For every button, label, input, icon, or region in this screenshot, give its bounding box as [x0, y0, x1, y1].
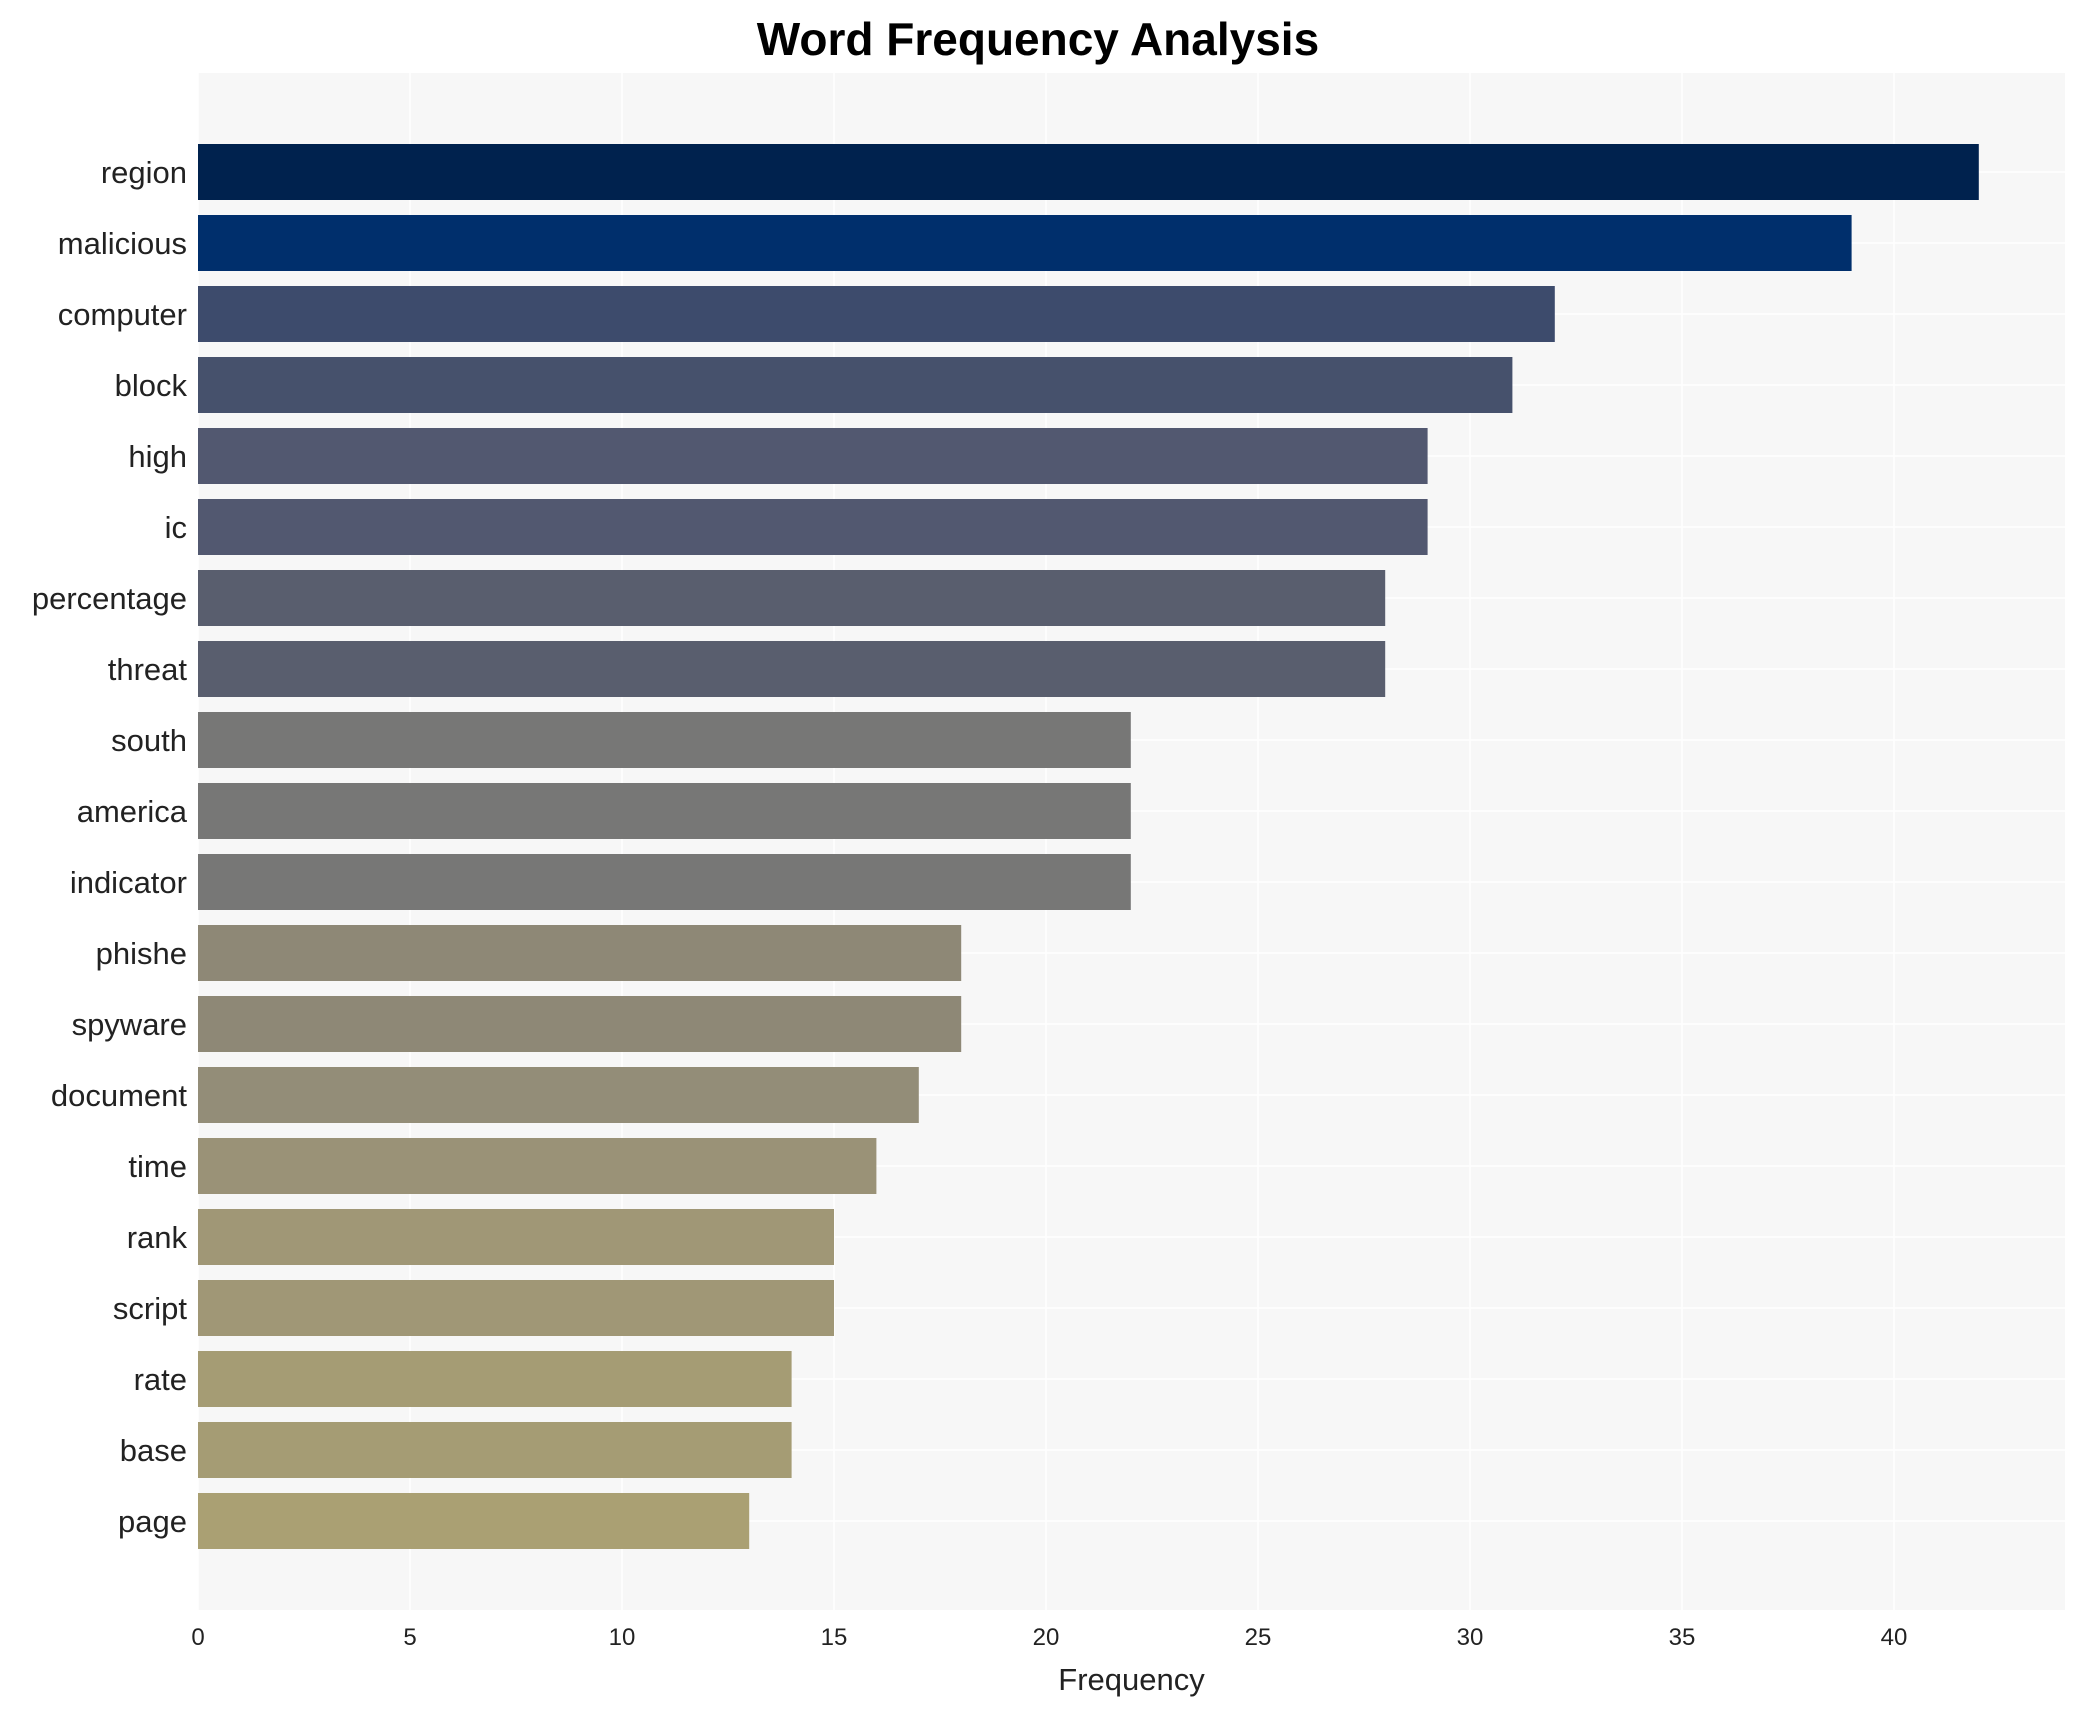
- bar-south: [198, 712, 1131, 768]
- x-tick-label: 0: [191, 1624, 204, 1651]
- bar-threat: [198, 641, 1386, 697]
- bar-ic: [198, 499, 1428, 555]
- y-tick-label: region: [101, 155, 187, 190]
- bar-page: [198, 1493, 750, 1549]
- bar-script: [198, 1280, 834, 1336]
- y-tick-label: threat: [108, 652, 188, 687]
- bar-percentage: [198, 570, 1386, 626]
- y-tick-label: percentage: [32, 581, 187, 616]
- bar-rank: [198, 1209, 834, 1265]
- bar-rate: [198, 1351, 792, 1407]
- y-tick-label: phishe: [96, 936, 187, 971]
- x-axis-label: Frequency: [1058, 1662, 1205, 1697]
- bar-base: [198, 1422, 792, 1478]
- x-tick-label: 5: [403, 1624, 416, 1651]
- y-tick-label: document: [51, 1078, 188, 1113]
- x-tick-label: 30: [1457, 1624, 1484, 1651]
- y-tick-label: indicator: [70, 865, 187, 900]
- x-tick-label: 10: [609, 1624, 636, 1651]
- chart-title: Word Frequency Analysis: [756, 13, 1320, 65]
- bar-indicator: [198, 854, 1131, 910]
- bar-time: [198, 1138, 877, 1194]
- bar-region: [198, 144, 1979, 200]
- bar-high: [198, 428, 1428, 484]
- y-tick-label: rate: [134, 1362, 187, 1397]
- bar-phishe: [198, 925, 962, 981]
- y-tick-label: south: [111, 723, 187, 758]
- x-tick-label: 20: [1033, 1624, 1060, 1651]
- y-tick-label: script: [113, 1291, 187, 1326]
- y-tick-label: time: [128, 1149, 187, 1184]
- x-tick-label: 15: [821, 1624, 848, 1651]
- y-tick-label: page: [118, 1504, 187, 1539]
- y-tick-label: computer: [58, 297, 187, 332]
- bar-computer: [198, 286, 1555, 342]
- bar-america: [198, 783, 1131, 839]
- x-tick-label: 40: [1881, 1624, 1908, 1651]
- y-tick-label: ic: [165, 510, 187, 545]
- bar-block: [198, 357, 1513, 413]
- y-tick-label: high: [128, 439, 187, 474]
- bar-document: [198, 1067, 919, 1123]
- bar-malicious: [198, 215, 1852, 271]
- bar-spyware: [198, 996, 962, 1052]
- y-tick-label: america: [77, 794, 188, 829]
- y-tick-label: base: [120, 1433, 187, 1468]
- x-tick-label: 35: [1669, 1624, 1696, 1651]
- y-tick-label: spyware: [72, 1007, 187, 1042]
- y-tick-label: block: [115, 368, 188, 403]
- y-tick-label: rank: [127, 1220, 188, 1255]
- y-tick-label: malicious: [58, 226, 187, 261]
- x-tick-label: 25: [1245, 1624, 1272, 1651]
